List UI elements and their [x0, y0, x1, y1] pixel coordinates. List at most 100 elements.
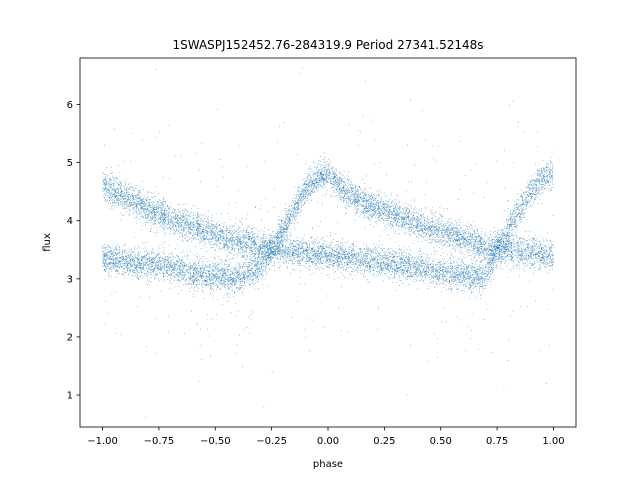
data-point: [424, 278, 426, 280]
data-point: [118, 203, 120, 205]
data-point: [226, 283, 228, 284]
data-point: [146, 196, 148, 198]
data-point: [404, 268, 406, 269]
data-point: [301, 203, 303, 204]
data-point: [335, 182, 337, 184]
data-point: [359, 254, 361, 256]
data-point: [353, 269, 354, 271]
data-point: [190, 251, 191, 252]
data-point: [160, 217, 161, 219]
data-point: [144, 259, 146, 260]
data-point: [390, 252, 391, 254]
data-point: [425, 207, 426, 208]
data-point: [343, 199, 345, 201]
data-point: [283, 236, 285, 238]
data-point: [258, 256, 260, 258]
data-point: [198, 280, 200, 281]
data-point: [290, 214, 291, 216]
data-point: [410, 214, 412, 216]
data-point: [363, 197, 365, 199]
data-point: [413, 261, 415, 263]
data-point: [149, 281, 151, 283]
data-point: [544, 252, 546, 254]
data-point: [550, 176, 552, 177]
data-point: [242, 271, 244, 273]
data-point: [277, 141, 279, 143]
data-point: [230, 279, 232, 281]
data-point: [365, 261, 367, 263]
data-point: [500, 243, 502, 245]
data-point: [155, 255, 157, 257]
data-point: [461, 268, 463, 270]
data-point: [291, 242, 292, 244]
data-point: [313, 182, 315, 184]
data-point: [336, 186, 338, 187]
data-point: [409, 219, 411, 221]
data-point: [525, 186, 526, 187]
data-point: [115, 202, 117, 204]
data-point: [493, 262, 495, 264]
data-point: [162, 204, 164, 205]
data-point: [301, 241, 303, 243]
data-point: [547, 179, 548, 181]
data-point: [275, 248, 277, 249]
data-point: [116, 261, 117, 263]
data-point: [540, 175, 541, 177]
data-point: [360, 203, 361, 205]
data-point: [324, 177, 326, 179]
data-point: [259, 268, 261, 269]
data-point: [264, 244, 266, 246]
data-point: [223, 233, 225, 234]
data-point: [399, 267, 401, 269]
data-point: [333, 268, 335, 270]
data-point: [278, 239, 280, 240]
data-point: [429, 269, 430, 271]
data-point: [235, 278, 236, 280]
data-point: [353, 200, 355, 202]
data-point: [374, 194, 375, 196]
data-point: [546, 254, 548, 256]
data-point: [139, 196, 141, 198]
data-point: [109, 267, 111, 269]
data-point: [470, 338, 471, 339]
data-point: [238, 266, 240, 268]
data-point: [221, 270, 222, 272]
data-point: [140, 200, 142, 201]
data-point: [484, 288, 486, 289]
data-point: [357, 189, 358, 191]
data-point: [206, 221, 207, 223]
data-point: [522, 253, 524, 255]
data-point: [160, 211, 162, 213]
data-point: [536, 254, 537, 255]
data-point: [217, 238, 219, 239]
data-point: [383, 268, 385, 270]
data-point: [386, 218, 388, 219]
data-point: [271, 242, 273, 243]
data-point: [258, 261, 259, 262]
data-point: [350, 246, 352, 248]
data-point: [132, 257, 134, 259]
data-point: [124, 202, 126, 204]
data-point: [119, 252, 120, 254]
data-point: [179, 217, 181, 219]
data-point: [200, 228, 201, 230]
data-point: [149, 296, 151, 298]
data-point: [264, 251, 265, 252]
data-point: [146, 264, 148, 265]
data-point: [238, 287, 240, 289]
data-point: [539, 265, 541, 267]
data-point: [420, 256, 421, 258]
data-point: [515, 219, 517, 221]
data-point: [263, 406, 265, 408]
data-point: [472, 270, 474, 272]
data-point: [331, 264, 333, 265]
data-point: [462, 252, 463, 254]
data-point: [523, 214, 525, 216]
data-point: [482, 287, 483, 289]
data-point: [456, 274, 458, 276]
data-point: [483, 238, 485, 240]
data-point: [142, 217, 144, 218]
data-point: [137, 261, 139, 263]
data-point: [354, 183, 356, 185]
data-point: [186, 283, 187, 285]
